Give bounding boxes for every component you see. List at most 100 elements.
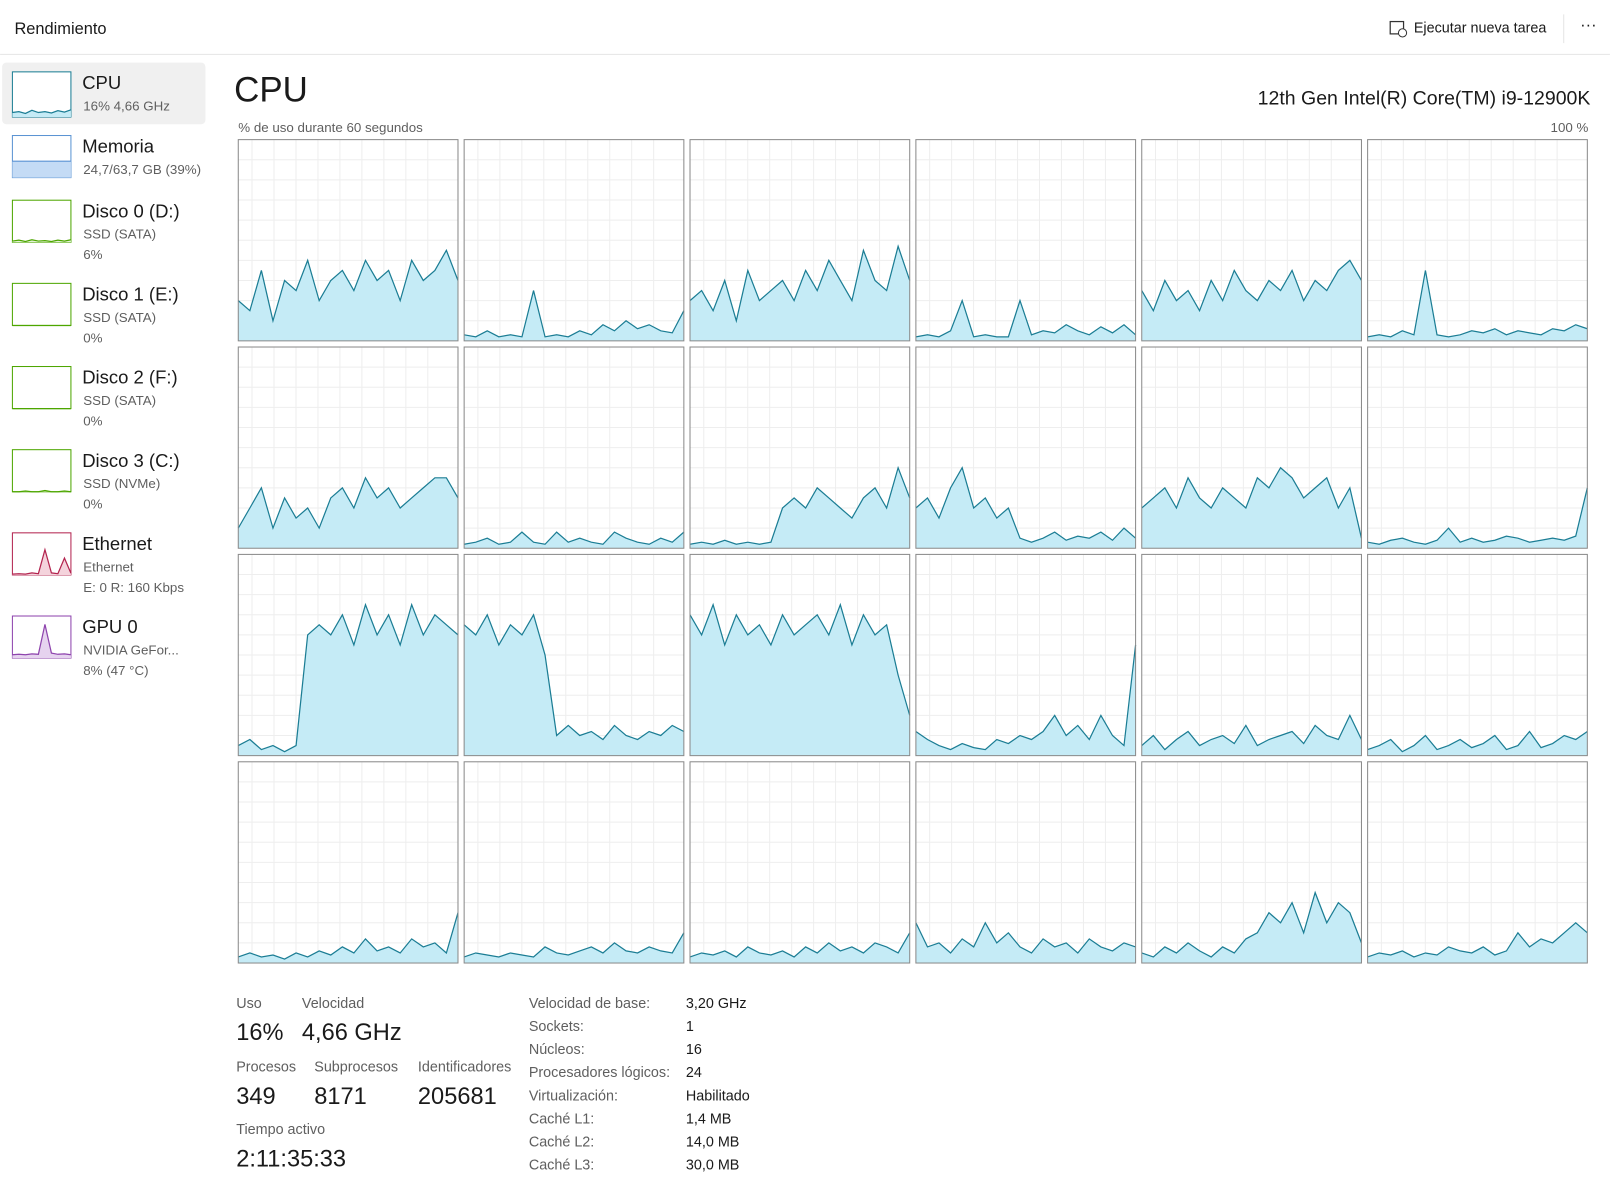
usage-line bbox=[1141, 890, 1363, 958]
usage-line bbox=[464, 290, 685, 338]
thumbnail-frame bbox=[11, 282, 72, 326]
sidebar-detail: Ethernet bbox=[83, 559, 134, 574]
usage-area bbox=[915, 644, 1136, 756]
core-frame bbox=[237, 761, 459, 964]
usage-line bbox=[1141, 713, 1363, 751]
core-graph bbox=[237, 346, 459, 549]
new-task-button[interactable]: Ejecutar nueva tarea bbox=[1389, 21, 1547, 38]
sidebar-item[interactable]: CPU 16% 4,66 GHz bbox=[2, 62, 206, 125]
core-graph bbox=[463, 346, 685, 549]
core-frame bbox=[915, 346, 1137, 549]
sidebar-title: Disco 2 (F:) bbox=[82, 367, 177, 388]
core-graph bbox=[237, 553, 459, 757]
usage-line bbox=[238, 912, 459, 960]
usage-line bbox=[915, 921, 1136, 954]
core-frame bbox=[915, 761, 1137, 964]
usage-line bbox=[1141, 466, 1363, 539]
detail-value: 1,4 MB bbox=[686, 1111, 732, 1127]
usage-area bbox=[238, 912, 458, 964]
sidebar-title: Disco 3 (C:) bbox=[82, 450, 179, 471]
usage-area bbox=[690, 604, 910, 756]
sidebar-detail: 8% (47 °C) bbox=[83, 663, 148, 678]
usage-line bbox=[12, 547, 72, 575]
core-frame bbox=[689, 346, 911, 549]
core-frame bbox=[1367, 346, 1588, 549]
core-graph bbox=[237, 761, 459, 964]
stat-label: Uso bbox=[236, 996, 262, 1012]
core-graph bbox=[1141, 553, 1363, 757]
sidebar-item[interactable]: Disco 2 (F:) SSD (SATA) 0% bbox=[11, 366, 178, 429]
sidebar-detail: 24,7/63,7 GB (39%) bbox=[83, 162, 201, 177]
core-frame bbox=[915, 553, 1137, 757]
detail-value: Habilitado bbox=[686, 1088, 750, 1104]
usage-area bbox=[690, 932, 910, 964]
thumbnail-frame bbox=[11, 366, 72, 410]
usage-area bbox=[690, 246, 910, 341]
usage-line bbox=[1367, 487, 1588, 545]
core-graph bbox=[463, 761, 685, 964]
usage-area bbox=[464, 932, 684, 964]
new-task-label: Ejecutar nueva tarea bbox=[1414, 21, 1547, 37]
sidebar-detail: SSD (SATA) bbox=[83, 393, 156, 408]
detail-label: Procesadores lógicos: bbox=[529, 1065, 670, 1081]
sidebar-detail: 0% bbox=[83, 497, 102, 512]
sidebar-detail: NVIDIA GeFor... bbox=[83, 642, 179, 657]
core-graph bbox=[689, 346, 911, 549]
usage-area bbox=[1367, 922, 1588, 964]
stat-value: 16% bbox=[236, 1020, 283, 1046]
usage-area bbox=[1367, 487, 1588, 549]
sidebar-item[interactable]: Disco 0 (D:) SSD (SATA) 6% bbox=[11, 199, 180, 262]
core-frame bbox=[1141, 139, 1362, 342]
usage-area bbox=[238, 250, 458, 341]
usage-line bbox=[464, 531, 685, 545]
sidebar-title: GPU 0 bbox=[82, 616, 137, 637]
sidebar-item[interactable]: Ethernet Ethernet E: 0 R: 160 Kbps bbox=[11, 532, 184, 595]
usage-line bbox=[689, 465, 911, 545]
core-graph bbox=[1367, 761, 1588, 964]
sidebar-title: CPU bbox=[82, 72, 121, 93]
core-graph bbox=[1367, 553, 1588, 757]
usage-line bbox=[689, 602, 911, 716]
stat-value: 349 bbox=[236, 1084, 275, 1110]
thumbnail-frame bbox=[11, 199, 72, 243]
usage-area bbox=[238, 477, 458, 549]
stat-value: 4,66 GHz bbox=[302, 1020, 402, 1046]
detail-label: Velocidad de base: bbox=[529, 996, 650, 1012]
core-graph bbox=[1367, 346, 1588, 549]
usage-line bbox=[463, 613, 685, 741]
sidebar-item[interactable]: GPU 0 NVIDIA GeFor... 8% (47 °C) bbox=[11, 615, 179, 678]
sidebar-title: Disco 0 (D:) bbox=[82, 200, 179, 221]
core-frame bbox=[463, 346, 685, 549]
detail-label: Caché L2: bbox=[529, 1134, 594, 1150]
usage-area bbox=[238, 604, 458, 756]
sidebar-item[interactable]: Memoria 24,7/63,7 GB (39%) bbox=[11, 135, 201, 179]
core-graph bbox=[915, 761, 1137, 964]
usage-line bbox=[237, 602, 459, 753]
detail-value: 24 bbox=[686, 1065, 702, 1081]
core-frame bbox=[237, 139, 459, 342]
sidebar-detail: 6% bbox=[83, 247, 102, 262]
sidebar-title: Disco 1 (E:) bbox=[82, 284, 178, 305]
usage-area bbox=[690, 467, 910, 549]
core-frame bbox=[1141, 553, 1362, 757]
sidebar-item[interactable]: Disco 1 (E:) SSD (SATA) 0% bbox=[11, 282, 179, 345]
sidebar-detail: SSD (SATA) bbox=[83, 310, 156, 325]
usage-line bbox=[689, 244, 911, 324]
usage-line bbox=[1367, 730, 1588, 753]
core-frame bbox=[237, 553, 459, 757]
sidebar-item[interactable]: Disco 3 (C:) SSD (NVMe) 0% bbox=[11, 449, 180, 512]
stat-label: Tiempo activo bbox=[236, 1122, 325, 1138]
core-graph bbox=[463, 139, 685, 342]
detail-value: 1 bbox=[686, 1019, 694, 1035]
usage-area bbox=[12, 161, 71, 178]
usage-area bbox=[464, 290, 684, 341]
cpu-model: 12th Gen Intel(R) Core(TM) i9-12900K bbox=[1258, 88, 1591, 110]
core-frame bbox=[689, 553, 911, 757]
core-frame bbox=[1367, 553, 1588, 757]
detail-value: 3,20 GHz bbox=[686, 996, 747, 1012]
axis-max-label: 100 % bbox=[1551, 120, 1589, 135]
stat-value: 8171 bbox=[314, 1084, 367, 1110]
core-frame bbox=[689, 761, 911, 964]
more-button[interactable]: ··· bbox=[1580, 16, 1596, 34]
